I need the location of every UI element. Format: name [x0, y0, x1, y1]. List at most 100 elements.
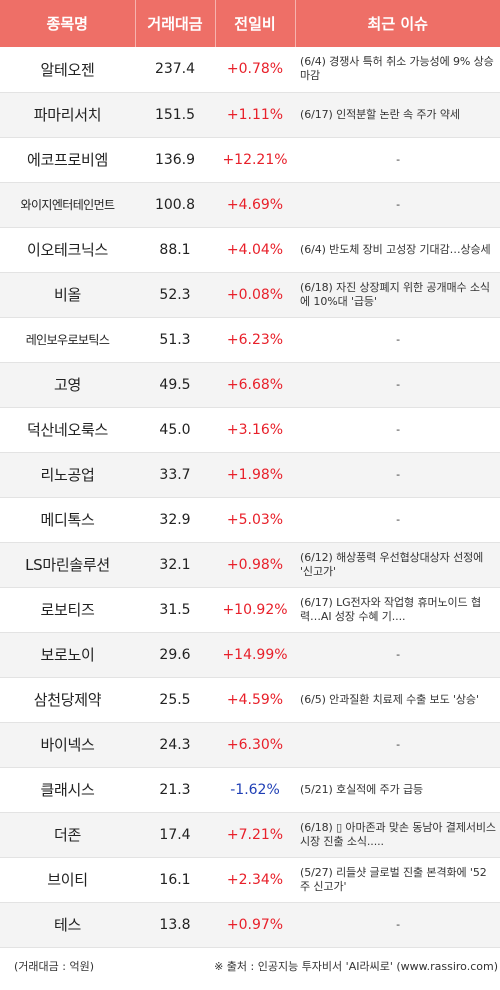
- trading-value: 52.3: [135, 272, 215, 318]
- change-rate: +0.08%: [215, 272, 295, 318]
- change-rate: +5.03%: [215, 497, 295, 543]
- table-row: 테스 13.8 +0.97% -: [0, 902, 500, 948]
- change-rate: +1.98%: [215, 452, 295, 498]
- recent-issue: (5/27) 리들샷 글로벌 진출 본격화에 '52주 신고가': [295, 857, 500, 903]
- change-rate: +6.23%: [215, 317, 295, 363]
- trading-value: 100.8: [135, 182, 215, 228]
- trading-value: 151.5: [135, 92, 215, 138]
- recent-issue: (6/17) LG전자와 작업형 휴머노이드 협력…AI 성장 수혜 기....: [295, 587, 500, 633]
- stock-name: 에코프로비엠: [0, 137, 135, 183]
- header-row: 종목명 거래대금 전일비 최근 이슈: [0, 0, 500, 47]
- change-rate: +10.92%: [215, 587, 295, 633]
- trading-value: 32.1: [135, 542, 215, 588]
- stock-name: 브이티: [0, 857, 135, 903]
- trading-value: 29.6: [135, 632, 215, 678]
- stock-name: 테스: [0, 902, 135, 948]
- trading-value: 31.5: [135, 587, 215, 633]
- stock-name: 더존: [0, 812, 135, 858]
- table-row: 파마리서치 151.5 +1.11% (6/17) 인적분할 논란 속 주가 약세: [0, 92, 500, 138]
- stock-name: 로보티즈: [0, 587, 135, 633]
- trading-value: 25.5: [135, 677, 215, 723]
- trading-value: 45.0: [135, 407, 215, 453]
- recent-issue: -: [295, 902, 500, 948]
- change-rate: +0.78%: [215, 47, 295, 93]
- recent-issue: (6/12) 해상풍력 우선협상대상자 선정에 '신고가': [295, 542, 500, 588]
- change-rate: +1.11%: [215, 92, 295, 138]
- recent-issue: -: [295, 497, 500, 543]
- table-row: 클래시스 21.3 -1.62% (5/21) 호실적에 주가 급등: [0, 767, 500, 813]
- stock-volume-table-wrapper: 종목명 거래대금 전일비 최근 이슈 알테오젠 237.4 +0.78% (6/4) …: [0, 0, 500, 948]
- recent-issue: (5/21) 호실적에 주가 급등: [295, 767, 500, 813]
- table-row: 메디톡스 32.9 +5.03% -: [0, 497, 500, 543]
- table-row: 레인보우로보틱스 51.3 +6.23% -: [0, 317, 500, 363]
- trading-value: 32.9: [135, 497, 215, 543]
- trading-value: 17.4: [135, 812, 215, 858]
- stock-name: 삼천당제약: [0, 677, 135, 723]
- table-row: 알테오젠 237.4 +0.78% (6/4) 경쟁사 특허 취소 가능성에 9% 상…: [0, 47, 500, 93]
- recent-issue: (6/17) 인적분할 논란 속 주가 약세: [295, 92, 500, 138]
- trading-value: 16.1: [135, 857, 215, 903]
- change-rate: +0.98%: [215, 542, 295, 588]
- recent-issue: -: [295, 317, 500, 363]
- stock-name: 알테오젠: [0, 47, 135, 93]
- change-rate: +2.34%: [215, 857, 295, 903]
- table-row: 더존 17.4 +7.21% (6/18) ▯ 아마존과 맞손 동남아 결제서비스 시…: [0, 812, 500, 858]
- recent-issue: -: [295, 362, 500, 408]
- trading-value: 88.1: [135, 227, 215, 273]
- table-row: 에코프로비엠 136.9 +12.21% -: [0, 137, 500, 183]
- recent-issue: -: [295, 722, 500, 768]
- stock-name: 비올: [0, 272, 135, 318]
- stock-name: 리노공업: [0, 452, 135, 498]
- stock-name: 레인보우로보틱스: [0, 317, 135, 363]
- table-row: 고영 49.5 +6.68% -: [0, 362, 500, 408]
- recent-issue: -: [295, 452, 500, 498]
- change-rate: +7.21%: [215, 812, 295, 858]
- stock-name: 이오테크닉스: [0, 227, 135, 273]
- source-note: ※ 출처 : 인공지능 투자비서 'AI라씨로' (www.rassiro.co…: [214, 960, 498, 973]
- change-rate: +3.16%: [215, 407, 295, 453]
- table-row: 비올 52.3 +0.08% (6/18) 자진 상장폐지 위한 공개매수 소식에 1…: [0, 272, 500, 318]
- stock-name: 와이지엔터테인먼트: [0, 182, 135, 228]
- trading-value: 237.4: [135, 47, 215, 93]
- stock-volume-table: 종목명 거래대금 전일비 최근 이슈 알테오젠 237.4 +0.78% (6/4) …: [0, 0, 500, 948]
- table-row: 삼천당제약 25.5 +4.59% (6/5) 안과질환 치료제 수출 보도 '상승': [0, 677, 500, 723]
- stock-name: 바이넥스: [0, 722, 135, 768]
- header-trading-value: 거래대금: [135, 0, 216, 47]
- recent-issue: (6/18) 자진 상장폐지 위한 공개매수 소식에 10%대 '급등': [295, 272, 500, 318]
- change-rate: +0.97%: [215, 902, 295, 948]
- table-row: 보로노이 29.6 +14.99% -: [0, 632, 500, 678]
- trading-value: 33.7: [135, 452, 215, 498]
- table-row: 바이넥스 24.3 +6.30% -: [0, 722, 500, 768]
- stock-name: LS마린솔루션: [0, 542, 135, 588]
- table-row: 리노공업 33.7 +1.98% -: [0, 452, 500, 498]
- change-rate: -1.62%: [215, 767, 295, 813]
- trading-value: 21.3: [135, 767, 215, 813]
- stock-name: 메디톡스: [0, 497, 135, 543]
- change-rate: +4.04%: [215, 227, 295, 273]
- header-stock-name: 종목명: [0, 0, 136, 47]
- table-row: 와이지엔터테인먼트 100.8 +4.69% -: [0, 182, 500, 228]
- stock-name: 파마리서치: [0, 92, 135, 138]
- table-footer: (거래대금 : 억원) ※ 출처 : 인공지능 투자비서 'AI라씨로' (ww…: [0, 950, 500, 990]
- stock-name: 보로노이: [0, 632, 135, 678]
- table-row: 덕산네오룩스 45.0 +3.16% -: [0, 407, 500, 453]
- recent-issue: -: [295, 632, 500, 678]
- change-rate: +6.30%: [215, 722, 295, 768]
- trading-value: 49.5: [135, 362, 215, 408]
- recent-issue: (6/18) ▯ 아마존과 맞손 동남아 결제서비스 시장 진출 소식.....: [295, 812, 500, 858]
- recent-issue: -: [295, 137, 500, 183]
- recent-issue: (6/5) 안과질환 치료제 수출 보도 '상승': [295, 677, 500, 723]
- table-row: 로보티즈 31.5 +10.92% (6/17) LG전자와 작업형 휴머노이드 협력…: [0, 587, 500, 633]
- table-row: 이오테크닉스 88.1 +4.04% (6/4) 반도체 장비 고성장 기대감…상승세: [0, 227, 500, 273]
- change-rate: +4.59%: [215, 677, 295, 723]
- change-rate: +14.99%: [215, 632, 295, 678]
- trading-value: 24.3: [135, 722, 215, 768]
- trading-value: 51.3: [135, 317, 215, 363]
- header-change: 전일비: [215, 0, 296, 47]
- table-row: 브이티 16.1 +2.34% (5/27) 리들샷 글로벌 진출 본격화에 '52주…: [0, 857, 500, 903]
- trading-value: 13.8: [135, 902, 215, 948]
- recent-issue: (6/4) 반도체 장비 고성장 기대감…상승세: [295, 227, 500, 273]
- recent-issue: -: [295, 182, 500, 228]
- recent-issue: -: [295, 407, 500, 453]
- change-rate: +4.69%: [215, 182, 295, 228]
